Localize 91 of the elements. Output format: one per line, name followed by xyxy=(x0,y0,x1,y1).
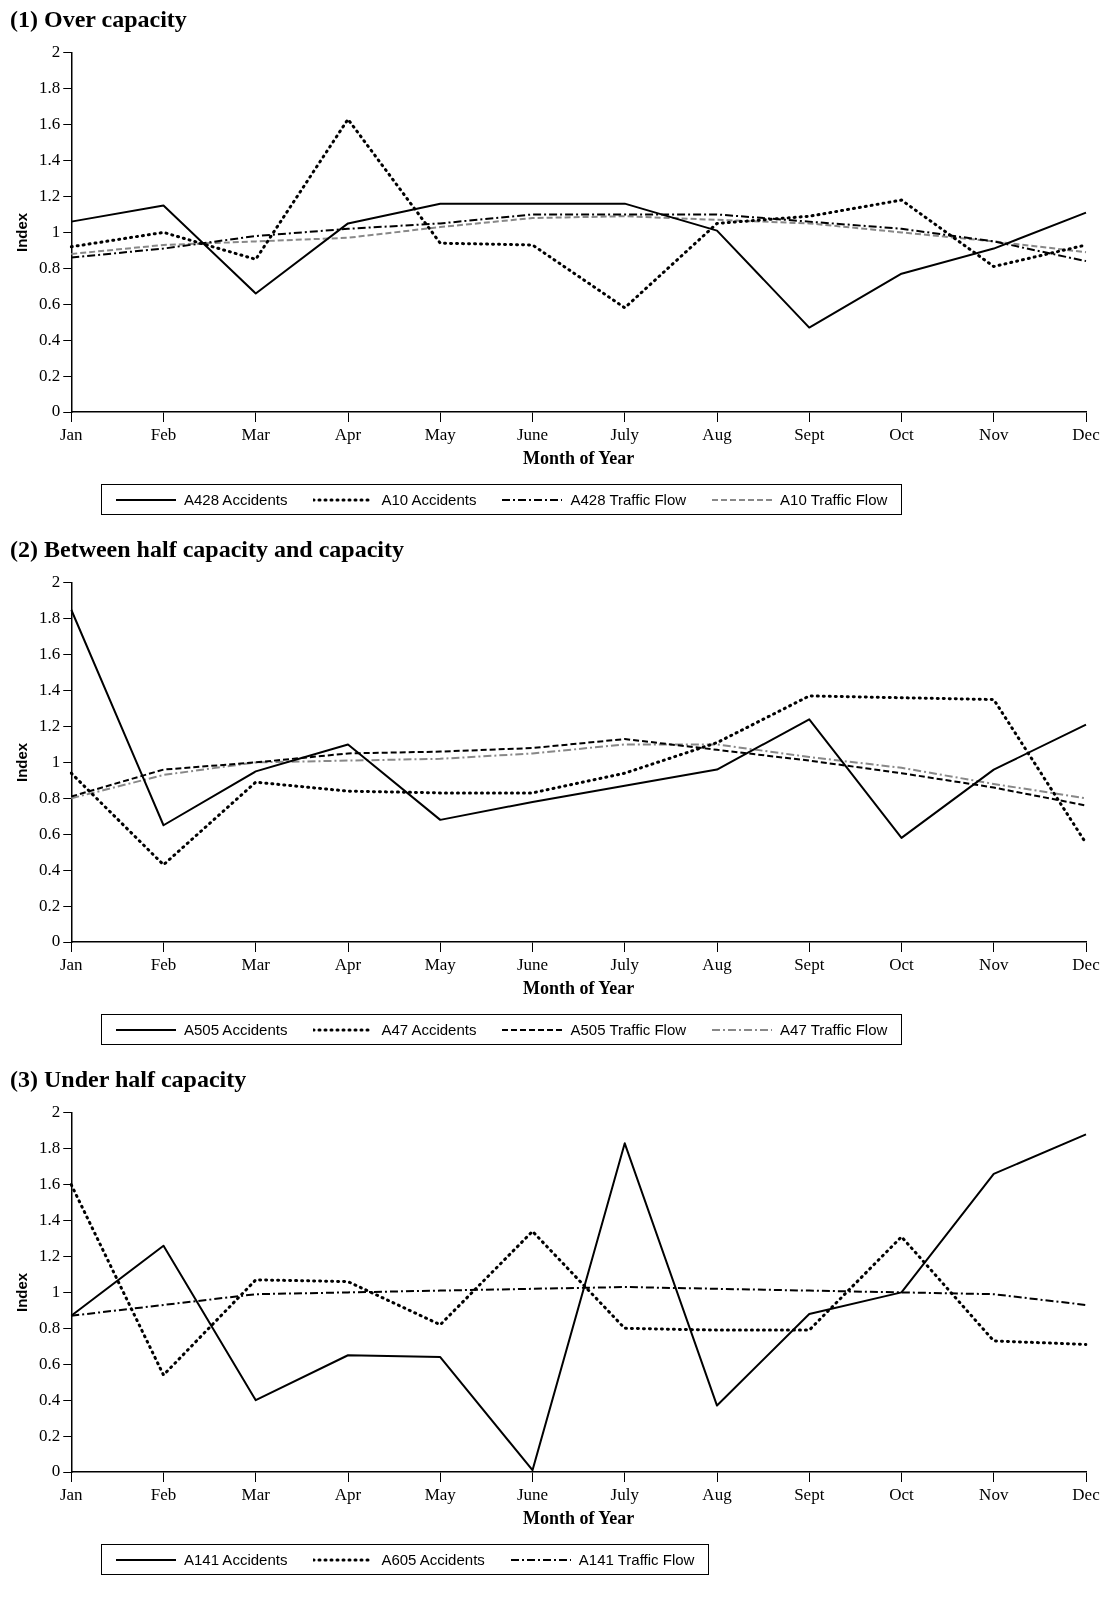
x-tick-label: July xyxy=(610,424,640,444)
x-tick-label: Nov xyxy=(979,1484,1009,1504)
y-tick-label: 0 xyxy=(51,931,61,951)
x-tick-label: Jan xyxy=(59,1484,84,1504)
chart-title: (1) Over capacity xyxy=(10,5,187,32)
y-tick-label: 2 xyxy=(51,1102,61,1122)
x-axis-title: Month of Year xyxy=(522,977,635,998)
x-tick-label: May xyxy=(424,1484,457,1504)
x-tick-label: Sept xyxy=(794,424,825,444)
x-tick-label: Apr xyxy=(334,954,362,974)
y-tick-label: 2 xyxy=(51,572,61,592)
x-tick-label: Feb xyxy=(150,1484,177,1504)
x-tick-label: Nov xyxy=(979,424,1009,444)
x-tick-label: Aug xyxy=(702,1484,733,1504)
y-tick-label: 0.2 xyxy=(39,895,61,915)
x-tick-label: Dec xyxy=(1072,954,1101,974)
x-tick-label: Jan xyxy=(59,424,84,444)
legend-label: A141 Accidents xyxy=(184,1551,288,1568)
y-tick-label: 2 xyxy=(51,42,61,62)
x-tick-label: Sept xyxy=(794,1484,825,1504)
y-tick-label: 0.4 xyxy=(39,859,61,879)
x-tick-label: Aug xyxy=(702,954,733,974)
y-tick-label: 1.8 xyxy=(39,78,61,98)
x-tick-label: Oct xyxy=(889,424,915,444)
y-tick-label: 0.4 xyxy=(39,1389,61,1409)
x-tick-label: Aug xyxy=(702,424,733,444)
line-series xyxy=(70,743,1087,800)
y-tick-label: 1 xyxy=(51,221,61,241)
x-tick-label: Jan xyxy=(59,954,84,974)
y-tick-label: 1.6 xyxy=(39,114,61,134)
x-tick-label: Apr xyxy=(334,424,362,444)
y-tick-label: 1.8 xyxy=(39,1138,61,1158)
x-axis-title: Month of Year xyxy=(522,1507,635,1528)
y-tick-label: 1.8 xyxy=(39,608,61,628)
y-tick-label: 0.4 xyxy=(39,329,61,349)
x-tick-label: Sept xyxy=(794,954,825,974)
x-tick-label: June xyxy=(516,954,549,974)
x-tick-label: May xyxy=(424,424,457,444)
y-axis-title: Index xyxy=(13,212,31,252)
x-tick-label: July xyxy=(610,1484,640,1504)
x-tick-label: Feb xyxy=(150,954,177,974)
x-tick-label: Oct xyxy=(889,1484,915,1504)
y-tick-label: 0.8 xyxy=(39,257,61,277)
x-tick-label: May xyxy=(424,954,457,974)
legend-label: A10 Accidents xyxy=(381,491,477,508)
y-tick-label: 0.8 xyxy=(39,787,61,807)
x-tick-label: June xyxy=(516,424,549,444)
legend-label: A428 Accidents xyxy=(184,491,288,508)
x-tick-label: Dec xyxy=(1072,1484,1101,1504)
y-tick-label: 1.4 xyxy=(39,150,61,170)
legend-label: A10 Traffic Flow xyxy=(780,491,888,508)
x-tick-label: Mar xyxy=(241,954,271,974)
legend-label: A505 Traffic Flow xyxy=(570,1021,687,1038)
y-tick-label: 0.8 xyxy=(39,1317,61,1337)
y-tick-label: 0.6 xyxy=(39,293,61,313)
chart-title: (3) Under half capacity xyxy=(10,1065,247,1092)
y-tick-label: 0 xyxy=(51,1461,61,1481)
y-tick-label: 1 xyxy=(51,1281,61,1301)
x-tick-label: Mar xyxy=(241,1484,271,1504)
x-tick-label: Feb xyxy=(150,424,177,444)
y-tick-label: 0.2 xyxy=(39,1425,61,1445)
legend-label: A141 Traffic Flow xyxy=(578,1551,695,1568)
legend-label: A47 Traffic Flow xyxy=(780,1021,888,1038)
y-axis-title: Index xyxy=(13,1272,31,1312)
y-tick-label: 1.6 xyxy=(39,1174,61,1194)
x-tick-label: Nov xyxy=(979,954,1009,974)
y-tick-label: 1.4 xyxy=(39,680,61,700)
x-axis-title: Month of Year xyxy=(522,447,635,468)
x-tick-label: Mar xyxy=(241,424,271,444)
y-tick-label: 1.6 xyxy=(39,644,61,664)
line-series xyxy=(70,215,1087,255)
x-tick-label: June xyxy=(516,1484,549,1504)
x-tick-label: Apr xyxy=(334,1484,362,1504)
x-tick-label: July xyxy=(610,954,640,974)
legend-label: A428 Traffic Flow xyxy=(570,491,687,508)
y-tick-label: 0.2 xyxy=(39,365,61,385)
chart-title: (2) Between half capacity and capacity xyxy=(10,535,404,562)
x-tick-label: Dec xyxy=(1072,424,1101,444)
y-tick-label: 0 xyxy=(51,401,61,421)
y-tick-label: 1.2 xyxy=(39,185,61,205)
y-tick-label: 0.6 xyxy=(39,1353,61,1373)
legend-label: A505 Accidents xyxy=(184,1021,288,1038)
y-axis-title: Index xyxy=(13,742,31,782)
x-tick-label: Oct xyxy=(889,954,915,974)
y-tick-label: 1.2 xyxy=(39,715,61,735)
legend-label: A605 Accidents xyxy=(381,1551,485,1568)
y-tick-label: 1.2 xyxy=(39,1245,61,1265)
y-tick-label: 1.4 xyxy=(39,1210,61,1230)
y-tick-label: 0.6 xyxy=(39,823,61,843)
legend-label: A47 Accidents xyxy=(381,1021,477,1038)
y-tick-label: 1 xyxy=(51,751,61,771)
